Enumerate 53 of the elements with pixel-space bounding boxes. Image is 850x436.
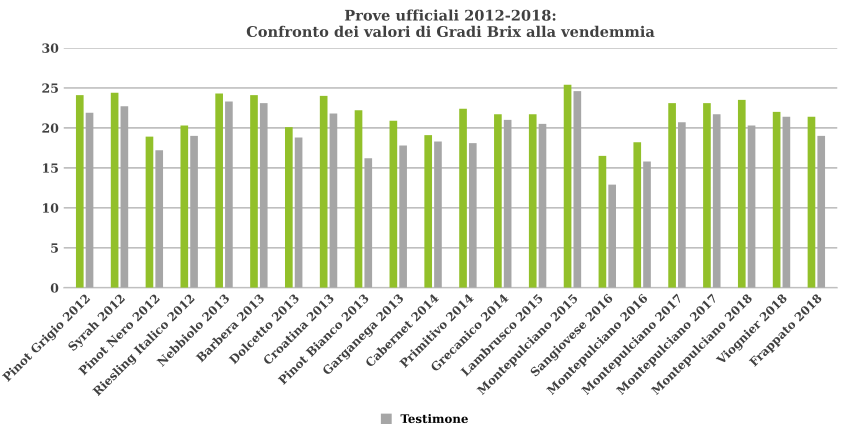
- bar: [320, 96, 328, 288]
- bar: [424, 135, 432, 288]
- bar: [225, 102, 233, 288]
- bar: [643, 161, 651, 288]
- bar: [504, 120, 512, 288]
- bar: [712, 114, 721, 288]
- bar: [110, 92, 118, 288]
- bar: [808, 116, 816, 288]
- bar: [399, 145, 407, 288]
- bar: [76, 95, 84, 288]
- bar: [364, 158, 372, 288]
- bar: [633, 142, 642, 288]
- bar: [459, 108, 467, 288]
- chart-title: Prove ufficiali 2012-2018: Confronto dei valori di Gradi Brix alla vendemmia: [246, 9, 654, 38]
- bar: [494, 114, 502, 288]
- bar: [528, 114, 537, 288]
- bar: [155, 150, 164, 288]
- legend-label: Testimone: [400, 414, 468, 424]
- bar: [738, 100, 746, 288]
- bar: [538, 124, 546, 288]
- bar: [434, 141, 442, 288]
- y-tick-label: 30: [42, 43, 58, 53]
- bar: [564, 84, 572, 288]
- bar: [294, 137, 302, 288]
- y-tick-label: 25: [42, 83, 58, 93]
- bar: [748, 125, 756, 288]
- bar: [678, 122, 686, 288]
- bar: [86, 112, 94, 288]
- bar: [120, 106, 128, 288]
- y-tick-label: 5: [51, 243, 58, 253]
- bar: [215, 94, 223, 288]
- bar: [354, 110, 362, 288]
- bar: [285, 127, 293, 288]
- bar: [146, 136, 154, 288]
- y-tick-label: 20: [42, 123, 58, 133]
- bar: [598, 156, 606, 288]
- bar: [817, 136, 826, 288]
- bar: [330, 114, 338, 288]
- bar: [250, 95, 258, 288]
- bar: [782, 116, 790, 288]
- bar: [190, 136, 198, 288]
- y-tick-label: 15: [43, 163, 58, 173]
- bar: [668, 103, 676, 288]
- y-tick-label: 10: [43, 203, 58, 213]
- bar: [260, 103, 268, 288]
- bar: [390, 120, 398, 288]
- y-tick-label: 0: [50, 283, 58, 293]
- bar: [468, 143, 477, 288]
- bar: [608, 184, 616, 288]
- bar: [180, 125, 188, 288]
- bar: [573, 91, 582, 288]
- bar: [703, 103, 711, 288]
- bar: [772, 112, 780, 288]
